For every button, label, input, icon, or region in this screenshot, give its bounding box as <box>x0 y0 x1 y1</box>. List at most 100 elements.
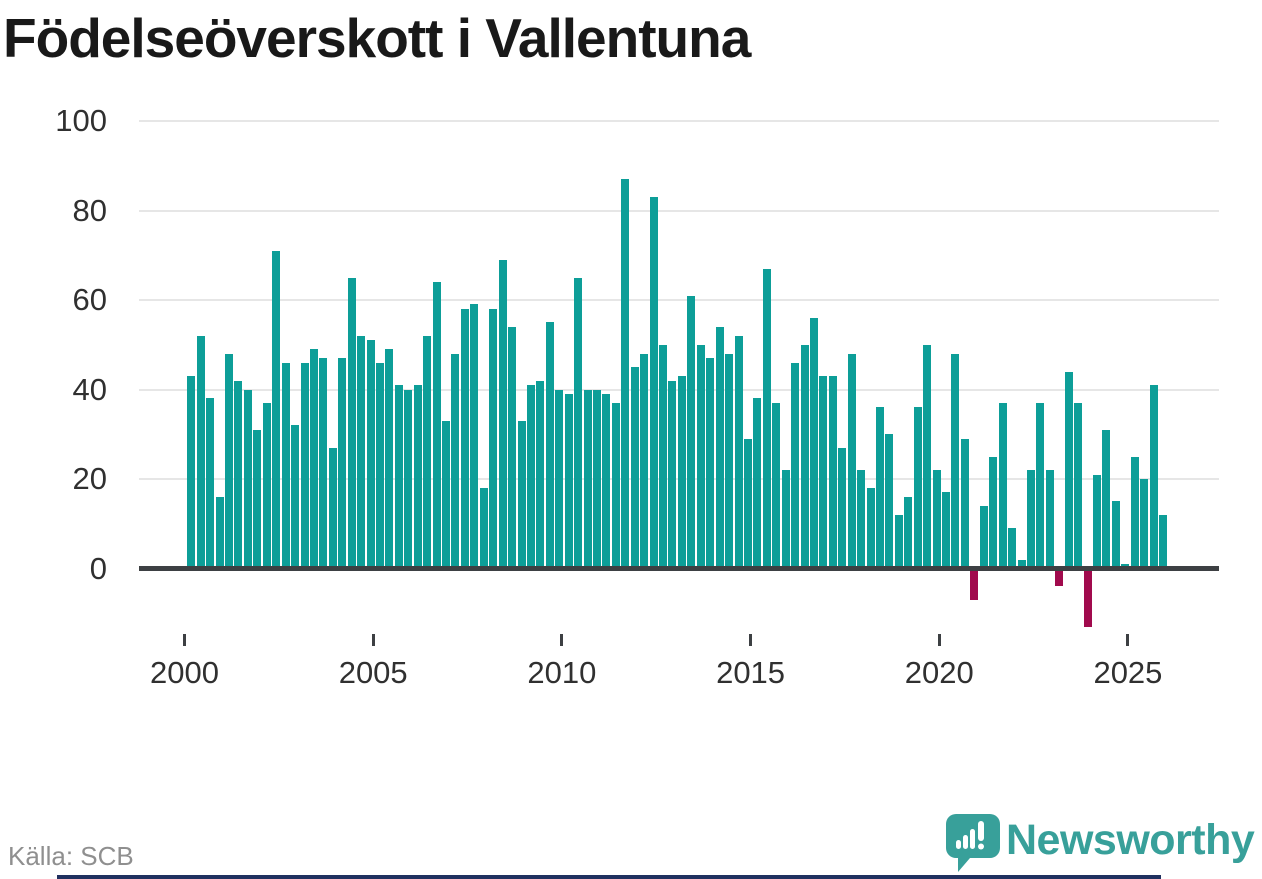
bar-2017Q3 <box>847 353 856 569</box>
bar-2012Q3 <box>659 344 668 569</box>
bar-2001Q4 <box>253 429 262 569</box>
bar-2014Q1 <box>715 326 724 569</box>
bar-2004Q4 <box>366 340 375 569</box>
y-axis-label-100: 100 <box>55 103 107 138</box>
bar-2014Q2 <box>725 353 734 569</box>
x-axis-label-2020: 2020 <box>904 655 974 690</box>
bar-2013Q3 <box>696 344 705 569</box>
bar-2013Q4 <box>706 358 715 569</box>
bar-2005Q2 <box>385 349 394 569</box>
bar-2005Q1 <box>375 362 384 569</box>
bar-2023Q2 <box>1064 371 1073 569</box>
bar-2002Q2 <box>272 250 281 569</box>
bar-2009Q4 <box>555 389 564 569</box>
bar-2025Q4 <box>1159 514 1168 569</box>
bar-2008Q2 <box>498 259 507 569</box>
bar-2012Q2 <box>649 197 658 569</box>
bar-2020Q2 <box>951 353 960 569</box>
y-axis-label-60: 60 <box>72 282 107 317</box>
bar-2011Q1 <box>602 393 611 569</box>
bar-2022Q1 <box>1017 559 1026 569</box>
bar-2018Q2 <box>876 407 885 569</box>
bar-2017Q2 <box>838 447 847 569</box>
bar-2021Q4 <box>1008 528 1017 569</box>
bar-2010Q1 <box>564 393 573 569</box>
bar-2022Q2 <box>1026 470 1035 569</box>
bar-2007Q4 <box>479 487 488 569</box>
bar-2005Q4 <box>404 389 413 569</box>
bar-2002Q4 <box>291 425 300 569</box>
bar-2009Q1 <box>526 385 535 569</box>
y-axis-label-40: 40 <box>72 371 107 407</box>
x-axis-label-2005: 2005 <box>338 655 408 690</box>
bar-2017Q4 <box>857 470 866 569</box>
bar-2001Q1 <box>225 353 234 569</box>
bar-2021Q1 <box>979 505 988 569</box>
bar-2012Q4 <box>668 380 677 569</box>
bar-2006Q2 <box>423 335 432 569</box>
y-axis-label-20: 20 <box>72 461 107 496</box>
bar-2022Q4 <box>1045 470 1054 569</box>
bar-2025Q1 <box>1130 456 1139 569</box>
bar-2006Q1 <box>413 385 422 569</box>
bar-2015Q2 <box>762 268 771 569</box>
y-axis-label-0: 0 <box>89 550 107 586</box>
newsworthy-logo: Newsworthy <box>946 814 1262 874</box>
bar-2003Q3 <box>319 358 328 569</box>
bar-2018Q1 <box>866 487 875 569</box>
bar-2003Q1 <box>300 362 309 569</box>
bar-2000Q3 <box>206 398 215 569</box>
bar-2016Q3 <box>809 317 818 569</box>
bar-2004Q2 <box>347 277 356 569</box>
x-axis-tick-2020 <box>937 634 941 646</box>
bar-2018Q4 <box>894 514 903 569</box>
bar-2020Q4 <box>970 568 979 600</box>
bar-2021Q3 <box>998 402 1007 569</box>
bar-2002Q3 <box>281 362 290 569</box>
bar-2021Q2 <box>989 456 998 569</box>
bar-2006Q3 <box>432 282 441 569</box>
bar-2025Q2 <box>1140 479 1149 569</box>
bar-2023Q1 <box>1055 568 1064 587</box>
bar-2016Q1 <box>791 362 800 569</box>
bar-2001Q3 <box>243 389 252 569</box>
bar-2014Q4 <box>743 438 752 569</box>
bar-2014Q3 <box>734 335 743 569</box>
bar-2005Q3 <box>394 385 403 569</box>
speech-bubble-bar-chart-icon <box>946 814 1000 872</box>
bar-2003Q2 <box>309 349 318 569</box>
chart-title: Födelseöverskott i Vallentuna <box>3 7 751 69</box>
bar-2011Q3 <box>621 179 630 569</box>
bar-2008Q1 <box>489 308 498 569</box>
bar-2010Q2 <box>574 277 583 569</box>
bar-2019Q2 <box>913 407 922 569</box>
bar-2024Q1 <box>1093 474 1101 569</box>
source-note: Källa: SCB <box>8 841 134 871</box>
bar-2001Q2 <box>234 380 243 569</box>
bar-2004Q1 <box>338 358 347 569</box>
bar-2011Q4 <box>630 367 639 569</box>
x-axis-label-2015: 2015 <box>716 655 786 690</box>
x-axis-tick-2025 <box>1126 634 1130 646</box>
x-axis-tick-2000 <box>183 634 186 646</box>
bar-2000Q4 <box>215 496 224 569</box>
bar-2015Q1 <box>753 398 762 569</box>
bar-2010Q4 <box>592 389 601 569</box>
x-axis-label-2025: 2025 <box>1093 655 1163 690</box>
bar-2000Q2 <box>196 335 205 569</box>
bar-2000Q1 <box>187 376 196 569</box>
brand-wordmark: Newsworthy <box>1006 816 1255 864</box>
x-axis-label-2000: 2000 <box>150 655 219 690</box>
bar-2015Q3 <box>772 402 781 569</box>
x-axis-label-2010: 2010 <box>527 655 597 690</box>
bar-2020Q3 <box>960 438 969 569</box>
bar-2018Q3 <box>885 434 894 569</box>
bottom-stripe <box>57 875 1161 879</box>
bar-2019Q1 <box>904 496 913 569</box>
x-axis-tick-2010 <box>560 634 564 646</box>
bar-2008Q3 <box>508 326 517 569</box>
bar-2015Q4 <box>781 470 790 569</box>
gridline-y100 <box>139 120 1219 122</box>
